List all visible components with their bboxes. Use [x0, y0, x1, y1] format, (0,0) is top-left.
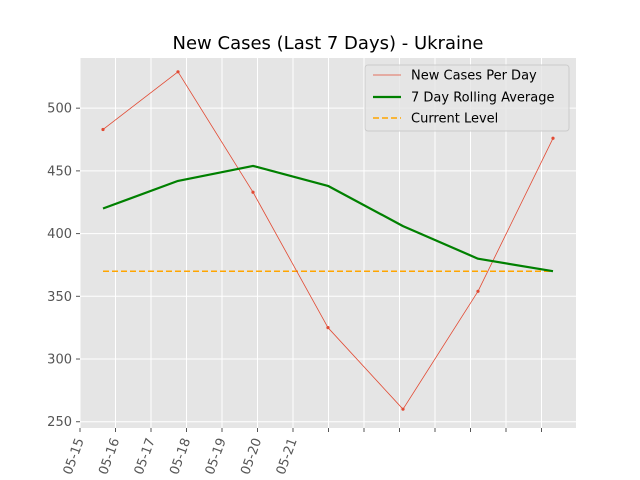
series-point — [551, 136, 555, 140]
x-tick-label: 05-19 — [203, 436, 230, 477]
legend-label-0: New Cases Per Day — [411, 69, 537, 84]
x-tick-label: 05-17 — [132, 436, 159, 477]
legend: New Cases Per Day 7 Day Rolling Average Cu… — [364, 64, 570, 132]
y-axis: 250 300 350 400 450 500 — [47, 102, 80, 430]
x-axis: 05-15 05-16 05-17 05-18 05-19 05-20 05-21 — [61, 428, 542, 477]
x-tick-label: 05-20 — [238, 436, 265, 477]
x-tick-label: 05-18 — [167, 436, 194, 477]
chart-title: New Cases (Last 7 Days) - Ukraine — [173, 33, 484, 54]
y-tick-label: 400 — [47, 227, 72, 242]
y-tick-label: 350 — [47, 290, 72, 305]
x-tick-label: 05-15 — [61, 436, 88, 477]
x-tick-label: 05-21 — [274, 436, 301, 477]
y-tick-label: 300 — [47, 353, 72, 368]
series-line-1 — [102, 164, 554, 273]
legend-box — [364, 64, 570, 132]
series-point — [476, 289, 480, 293]
legend-label-1: 7 Day Rolling Average — [411, 91, 554, 106]
series-point — [326, 326, 330, 330]
legend-label-2: Current Level — [411, 112, 498, 127]
series-point — [101, 127, 105, 132]
series-layer — [101, 70, 555, 411]
y-tick-label: 250 — [47, 415, 72, 430]
y-tick-label: 450 — [47, 164, 72, 179]
series-point — [176, 70, 180, 74]
x-tick-label: 05-16 — [96, 436, 123, 477]
series-point — [401, 407, 405, 411]
series-point — [251, 190, 255, 194]
y-tick-label: 500 — [47, 102, 72, 117]
